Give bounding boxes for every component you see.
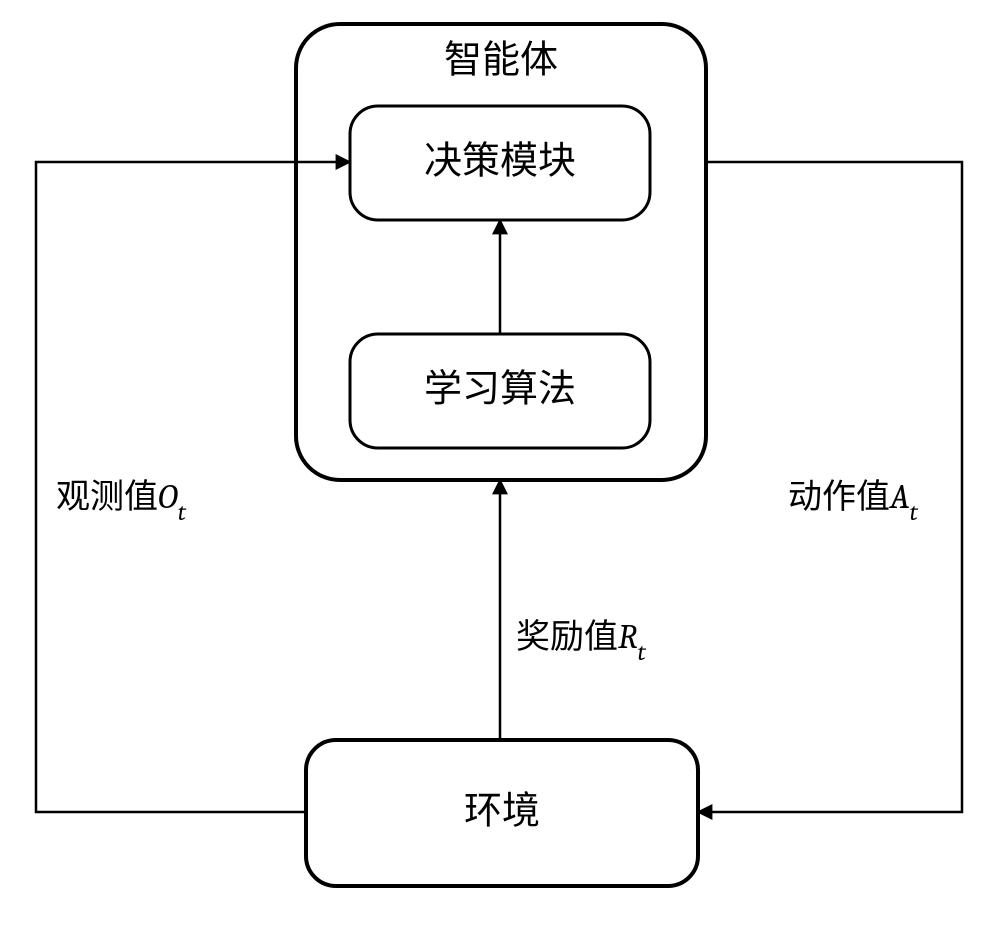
agent_container-label: 智能体 <box>444 40 558 82</box>
agent_to_env_action-label: 动作值At <box>788 477 919 526</box>
env_to_decision_obs-label: 观测值Ot <box>56 477 187 526</box>
learning-label: 学习算法 <box>424 369 576 411</box>
env_to_agent_reward-label: 奖励值Rt <box>516 617 647 666</box>
decision-label: 决策模块 <box>424 141 576 183</box>
learning-node: 学习算法 <box>350 334 650 448</box>
decision-node: 决策模块 <box>350 106 650 220</box>
environment-node: 环境 <box>306 740 698 886</box>
environment-label: 环境 <box>464 791 540 833</box>
